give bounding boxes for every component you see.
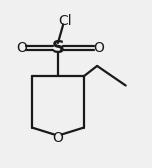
Text: O: O [93, 41, 104, 55]
Text: O: O [16, 41, 27, 55]
Text: Cl: Cl [59, 14, 72, 28]
Text: S: S [51, 39, 64, 57]
Text: O: O [52, 131, 63, 145]
